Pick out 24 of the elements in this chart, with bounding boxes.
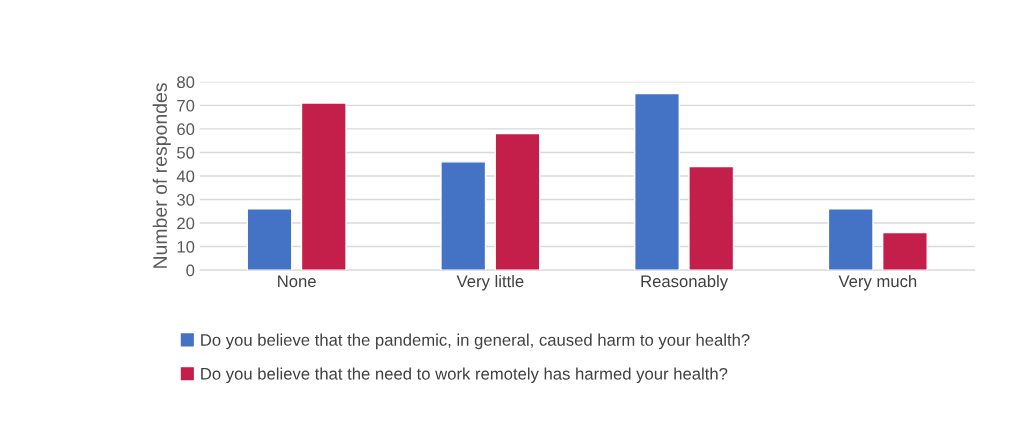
- y-tick-label: 50: [177, 146, 195, 159]
- y-tick-label: 80: [177, 76, 195, 89]
- bar: [688, 165, 735, 271]
- x-tick-label: Very much: [838, 274, 917, 291]
- legend-label: Do you believe that the pandemic, in general, caused harm to your health?: [201, 333, 750, 350]
- y-tick-label: 30: [177, 193, 195, 206]
- bar: [881, 231, 928, 271]
- bar: [494, 132, 541, 271]
- x-tick-label: Very little: [456, 274, 524, 291]
- y-tick-label: 70: [177, 99, 195, 112]
- bar: [440, 161, 487, 271]
- x-tick-label: Reasonably: [641, 274, 729, 291]
- y-tick-label: 0: [186, 264, 195, 277]
- y-tick-label: 60: [177, 123, 195, 136]
- bar: [300, 102, 347, 271]
- y-tick-label: 10: [177, 240, 195, 253]
- bar: [246, 208, 293, 271]
- bar: [827, 208, 874, 271]
- y-tick-label: 40: [176, 170, 195, 183]
- legend-label: Do you believe that the need to work remotely has harmed your health?: [201, 367, 728, 384]
- x-tick-label: None: [278, 275, 316, 288]
- y-tick-label: 20: [177, 217, 195, 230]
- y-axis-title: Number of respondes: [152, 83, 171, 268]
- bar: [634, 92, 680, 271]
